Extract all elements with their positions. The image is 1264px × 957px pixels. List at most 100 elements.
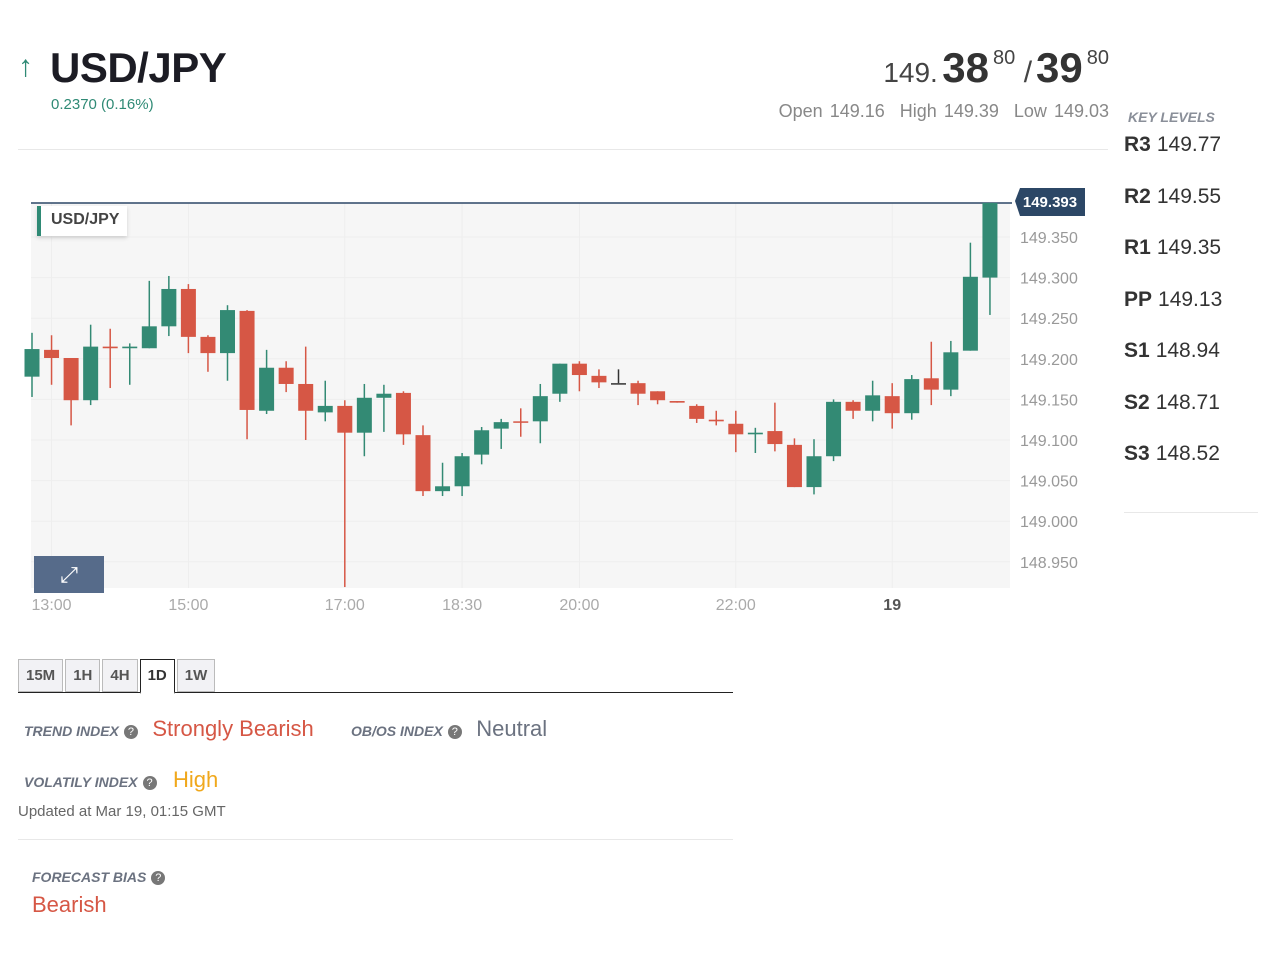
key-level-pp: PP 149.13 <box>1124 288 1222 312</box>
expand-chart-button[interactable]: ⤢ <box>34 556 104 593</box>
key-levels-title: KEY LEVELS <box>1128 109 1215 125</box>
plot-area <box>31 203 1010 588</box>
x-tick-label: 18:30 <box>442 597 482 614</box>
key-level-s1: S1 148.94 <box>1124 339 1220 363</box>
open-value: 149.16 <box>829 101 885 121</box>
candle-body <box>767 431 783 445</box>
bid-big: 38 <box>942 44 989 91</box>
candle-body <box>415 435 431 492</box>
candle-body <box>395 392 411 435</box>
tab-1w[interactable]: 1W <box>176 659 216 692</box>
volatility-index: VOLATILY INDEX? High <box>24 767 218 793</box>
ask-big: 39 <box>1036 44 1083 91</box>
trend-index-label: TREND INDEX <box>24 723 119 739</box>
candlestick-chart[interactable]: 149.350 149.300 149.250 149.200 149.150 149.1… <box>0 180 1100 630</box>
separator: / <box>1023 56 1033 89</box>
y-tick-label: 149.350 <box>1020 230 1078 247</box>
obos-index: OB/OS INDEX? Neutral <box>351 716 547 742</box>
candle-body <box>982 202 998 278</box>
y-tick-label: 149.300 <box>1020 271 1078 288</box>
candle-body <box>884 396 900 414</box>
candle-body <box>728 423 744 435</box>
help-icon[interactable]: ? <box>447 725 462 739</box>
level-name: R1 <box>1124 236 1151 259</box>
candle-body <box>24 349 40 377</box>
y-tick-label: 149.100 <box>1020 433 1078 450</box>
candle-body <box>943 352 959 390</box>
help-icon[interactable]: ? <box>142 776 157 790</box>
candle-body <box>376 393 392 398</box>
key-level-r2: R2 149.55 <box>1124 185 1221 209</box>
candle-body <box>669 401 685 403</box>
key-level-r1: R1 149.35 <box>1124 236 1221 260</box>
forecast-bias-label: FORECAST BIAS <box>32 869 147 885</box>
level-value: 148.94 <box>1155 339 1220 362</box>
help-icon[interactable]: ? <box>123 725 138 739</box>
level-value: 149.55 <box>1156 184 1222 208</box>
key-level-s3: S3 148.52 <box>1124 442 1220 466</box>
x-tick-label: 22:00 <box>716 597 756 614</box>
candle-body <box>962 276 978 351</box>
updated-timestamp: Updated at Mar 19, 01:15 GMT <box>18 803 226 820</box>
candle-body <box>689 405 705 419</box>
y-tick-label: 149.150 <box>1020 392 1078 409</box>
ohl-summary: Open 149.16 High 149.39 Low 149.03 <box>769 101 1109 122</box>
candle-body <box>747 432 763 435</box>
candle-body <box>650 391 666 401</box>
tab-1h[interactable]: 1H <box>65 659 101 692</box>
candle-body <box>845 401 861 411</box>
candle-body <box>102 346 118 349</box>
level-value: 149.35 <box>1156 236 1222 259</box>
candle-body <box>826 401 842 457</box>
candle-body <box>356 397 372 433</box>
candle-body <box>708 419 724 422</box>
level-value: 148.71 <box>1155 390 1220 414</box>
candle-body <box>161 288 177 327</box>
candle-body <box>493 422 509 429</box>
candle-body <box>122 346 138 349</box>
divider <box>18 149 1108 150</box>
tab-1d[interactable]: 1D <box>139 659 175 694</box>
candle-body <box>923 378 939 390</box>
candle-body <box>239 310 255 410</box>
candle-body <box>180 288 196 337</box>
y-tick-label: 149.050 <box>1020 474 1078 491</box>
candle-body <box>865 395 881 411</box>
candle-body <box>337 405 353 433</box>
candle-body <box>806 456 822 488</box>
tab-4h[interactable]: 4H <box>102 659 138 692</box>
bid-prefix: 149. <box>883 57 938 88</box>
x-tick-label: 15:00 <box>168 597 208 614</box>
x-tick-label: 13:00 <box>32 597 72 614</box>
candle-body <box>435 486 451 492</box>
volatility-index-value: High <box>173 767 219 792</box>
candle-body <box>298 383 314 411</box>
forecast-bias-value: Bearish <box>32 892 107 917</box>
candle-body <box>513 421 529 423</box>
candle-body <box>44 349 60 358</box>
arrow-up-icon: ↑ <box>18 50 33 83</box>
trend-index-value: Strongly Bearish <box>152 716 314 741</box>
current-price-label: 149.393 <box>1023 194 1077 211</box>
candle-body <box>83 346 99 401</box>
x-tick-label: 20:00 <box>559 597 599 614</box>
obos-index-value: Neutral <box>476 716 548 741</box>
open-label: Open <box>778 101 823 121</box>
help-icon[interactable]: ? <box>151 871 166 885</box>
x-tick-label: 17:00 <box>325 597 365 614</box>
key-level-s2: S2 148.71 <box>1124 391 1220 415</box>
candle-body <box>141 326 157 349</box>
forecast-bias: FORECAST BIAS? <box>32 869 166 887</box>
candle-body <box>571 363 587 376</box>
candle-body <box>786 444 802 488</box>
x-tick-label: 19 <box>883 597 901 614</box>
tab-15m[interactable]: 15M <box>18 659 64 692</box>
candle-body <box>278 367 294 384</box>
level-name: R2 <box>1124 184 1151 208</box>
y-tick-label: 148.950 <box>1020 555 1078 572</box>
y-tick-label: 149.200 <box>1020 352 1078 369</box>
expand-icon: ⤢ <box>60 562 78 587</box>
level-value: 148.52 <box>1155 442 1220 465</box>
high-value: 149.39 <box>943 101 999 121</box>
chart-symbol-label: USD/JPY <box>37 206 127 236</box>
